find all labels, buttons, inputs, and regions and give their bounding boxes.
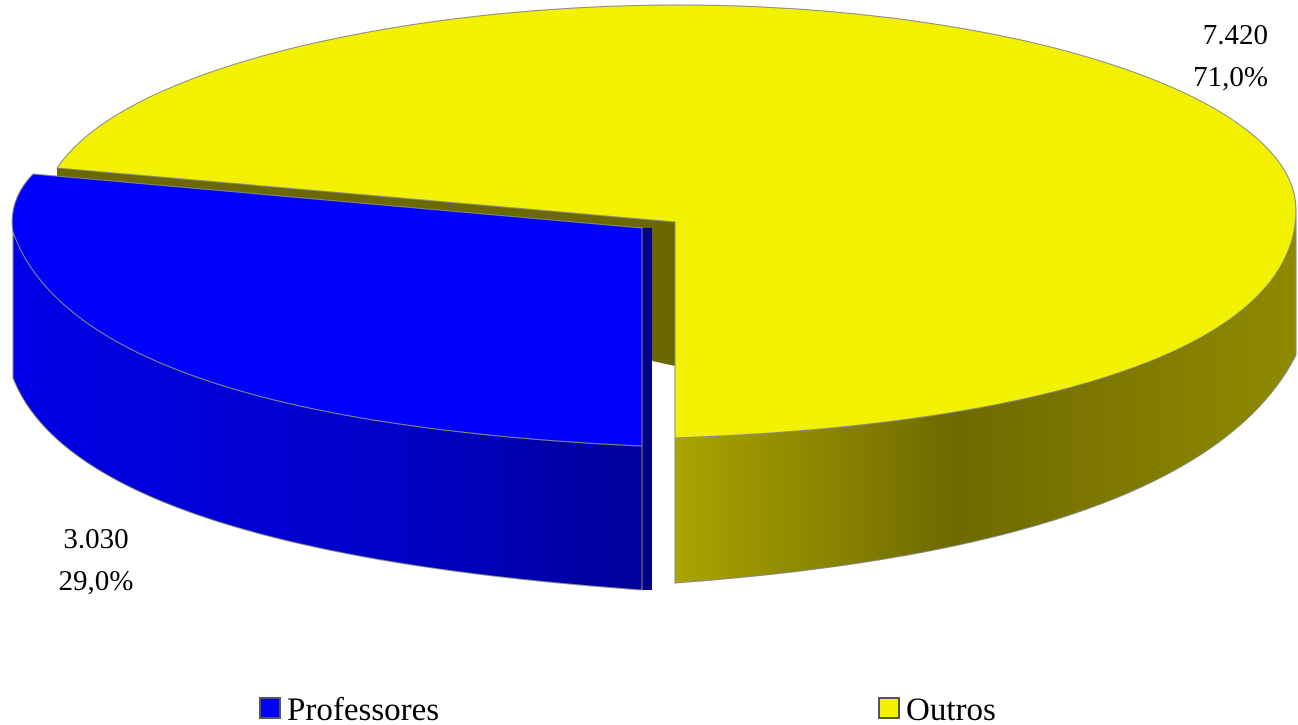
data-label-professores-value: 3.030	[63, 523, 128, 555]
legend-swatch-outros	[878, 697, 900, 719]
slice-professores-front-wall	[642, 228, 652, 590]
data-label-outros-value: 7.420	[1203, 19, 1268, 51]
legend-item-outros: Outros	[878, 692, 996, 725]
legend-label-professores: Professores	[287, 692, 439, 725]
slice-professores-top	[11, 173, 643, 447]
legend-swatch-professores	[259, 697, 281, 719]
legend-item-professores: Professores	[259, 692, 439, 725]
legend-label-outros: Outros	[906, 692, 996, 725]
slice-professores	[11, 173, 652, 591]
slice-outros-top	[56, 4, 1297, 439]
data-label-outros-percent: 71,0%	[1193, 61, 1268, 93]
data-label-professores-percent: 29,0%	[59, 565, 134, 597]
legend: Professores Outros	[259, 692, 996, 725]
